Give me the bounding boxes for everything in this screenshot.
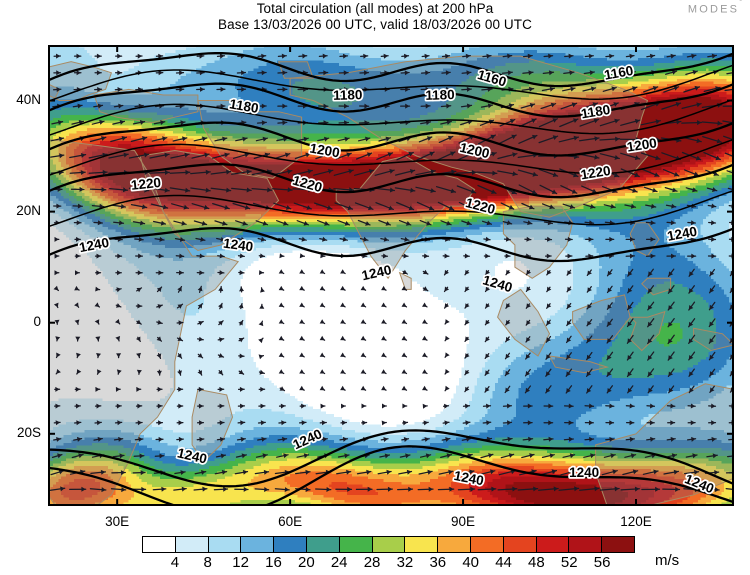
modes-logo-mark: ° (739, 0, 742, 6)
colorbar-segment-14 (602, 537, 634, 552)
colorbar-segment-13 (569, 537, 602, 552)
colorbar-segment-2 (209, 537, 242, 552)
colorbar-segment-10 (471, 537, 504, 552)
colorbar-segment-8 (405, 537, 438, 552)
colorbar-segment-12 (537, 537, 570, 552)
x-axis-tick-label: 30E (82, 514, 152, 529)
colorbar-segment-4 (274, 537, 307, 552)
colorbar-segment-7 (373, 537, 406, 552)
colorbar-segment-0 (143, 537, 176, 552)
colorbar-unit-label: m/s (655, 552, 679, 569)
colorbar-segment-6 (340, 537, 373, 552)
x-axis-tick-label: 120E (601, 514, 671, 529)
colorbar-segment-1 (176, 537, 209, 552)
y-axis-tick-label: 40N (0, 92, 41, 107)
y-axis-tick-label: 20S (0, 425, 41, 440)
modes-logo: MODES° (688, 3, 742, 16)
x-axis-tick-label: 90E (428, 514, 498, 529)
colorbar-segment-3 (241, 537, 274, 552)
y-axis-tick-label: 20N (0, 203, 41, 218)
plot-border (48, 45, 734, 506)
colorbar-segment-11 (504, 537, 537, 552)
modes-logo-text: MODES (688, 4, 739, 16)
x-axis-tick-label: 60E (255, 514, 325, 529)
colorbar-tick: 56 (582, 554, 622, 571)
colorbar-swatches (142, 536, 635, 553)
colorbar-segment-5 (307, 537, 340, 552)
chart-title-block: Total circulation (all modes) at 200 hPa… (0, 0, 750, 33)
colorbar-segment-9 (438, 537, 471, 552)
page-title: Total circulation (all modes) at 200 hPa (0, 0, 750, 17)
y-axis-tick-label: 0 (0, 314, 41, 329)
chart-subtitle: Base 13/03/2026 00 UTC, valid 18/03/2026… (0, 17, 750, 33)
